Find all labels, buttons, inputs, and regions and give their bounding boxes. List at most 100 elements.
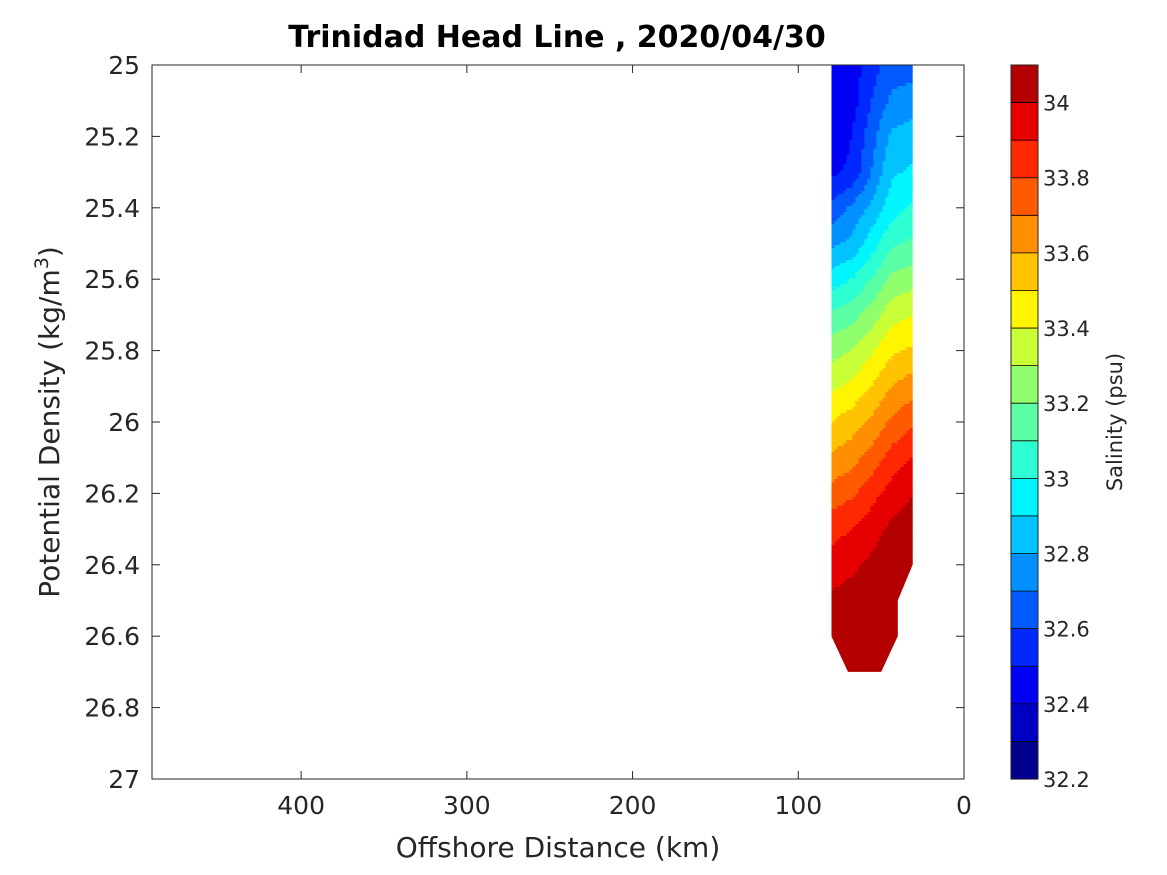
contour-cell xyxy=(879,149,883,153)
contour-cell xyxy=(906,419,910,423)
contour-cell xyxy=(864,389,868,393)
contour-cell xyxy=(864,548,868,552)
contour-cell xyxy=(900,239,904,243)
contour-cell xyxy=(849,338,853,342)
contour-cell xyxy=(912,230,913,234)
contour-cell xyxy=(843,320,847,324)
contour-cell xyxy=(846,128,850,132)
contour-cell xyxy=(876,299,880,303)
contour-cell xyxy=(885,425,889,429)
contour-cell xyxy=(855,548,859,552)
contour-cell xyxy=(861,497,865,501)
contour-cell xyxy=(837,407,841,411)
contour-cell xyxy=(903,473,907,477)
contour-cell xyxy=(894,500,898,504)
contour-cell xyxy=(840,464,844,468)
contour-cell xyxy=(894,533,898,537)
contour-cell xyxy=(858,533,862,537)
contour-cell xyxy=(897,284,901,288)
contour-cell xyxy=(834,257,838,261)
contour-cell xyxy=(837,191,841,195)
contour-cell xyxy=(876,182,880,186)
contour-cell xyxy=(876,131,880,135)
contour-cell xyxy=(843,476,847,480)
contour-cell xyxy=(846,362,850,366)
contour-cell xyxy=(858,68,862,72)
contour-cell xyxy=(867,170,871,174)
contour-cell xyxy=(861,158,865,162)
contour-cell xyxy=(843,230,847,234)
contour-cell xyxy=(843,146,847,150)
contour-cell xyxy=(834,266,838,270)
contour-cell xyxy=(831,230,835,234)
contour-cell xyxy=(888,365,892,369)
contour-cell xyxy=(888,215,892,219)
contour-cell xyxy=(888,131,892,135)
contour-cell xyxy=(879,482,883,486)
contour-cell xyxy=(882,482,886,486)
contour-cell xyxy=(900,305,904,309)
contour-cell xyxy=(840,572,844,576)
contour-cell xyxy=(867,494,871,498)
contour-cell xyxy=(843,233,847,237)
contour-cell xyxy=(837,152,841,156)
contour-cell xyxy=(840,494,844,498)
contour-cell xyxy=(858,197,862,201)
contour-cell xyxy=(831,299,835,303)
contour-cell xyxy=(852,176,856,180)
contour-cell xyxy=(840,404,844,408)
contour-cell xyxy=(840,188,844,192)
contour-cell xyxy=(855,566,859,570)
contour-cell xyxy=(864,125,868,129)
contour-cell xyxy=(888,68,892,72)
contour-cell xyxy=(831,158,835,162)
contour-cell xyxy=(840,266,844,270)
contour-cell xyxy=(891,557,895,561)
contour-cell xyxy=(906,290,910,294)
contour-cell xyxy=(861,254,865,258)
contour-cell xyxy=(849,215,853,219)
contour-cell xyxy=(882,383,886,387)
contour-cell xyxy=(891,398,895,402)
contour-cell xyxy=(858,272,862,276)
contour-cell xyxy=(903,422,907,426)
contour-cell xyxy=(870,476,874,480)
contour-cell xyxy=(837,434,841,438)
contour-cell xyxy=(873,497,877,501)
contour-cell xyxy=(846,476,850,480)
contour-cell xyxy=(855,449,859,453)
contour-cell xyxy=(891,305,895,309)
contour-cell xyxy=(894,152,898,156)
contour-cell xyxy=(903,377,907,381)
contour-cell xyxy=(870,170,874,174)
contour-cell xyxy=(873,101,877,105)
contour-cell xyxy=(912,371,913,375)
contour-cell xyxy=(867,347,871,351)
contour-cell xyxy=(903,362,907,366)
contour-cell xyxy=(840,575,844,579)
contour-cell xyxy=(906,275,910,279)
contour-cell xyxy=(885,419,889,423)
contour-cell xyxy=(885,290,889,294)
contour-cell xyxy=(834,122,838,126)
contour-cell xyxy=(894,218,898,222)
contour-cell xyxy=(903,323,907,327)
contour-cell xyxy=(837,344,841,348)
contour-cell xyxy=(912,536,913,540)
contour-cell xyxy=(837,224,841,228)
contour-cell xyxy=(834,524,838,528)
contour-cell xyxy=(867,185,871,189)
contour-cell xyxy=(855,260,859,264)
contour-cell xyxy=(891,584,895,588)
contour-cell xyxy=(891,98,895,102)
contour-cell xyxy=(843,410,847,414)
contour-cell xyxy=(870,95,874,99)
contour-cell xyxy=(870,299,874,303)
contour-cell xyxy=(855,116,859,120)
contour-cell xyxy=(900,191,904,195)
contour-cell xyxy=(849,446,853,450)
contour-cell xyxy=(873,494,877,498)
contour-cell xyxy=(834,179,838,183)
contour-cell xyxy=(846,89,850,93)
contour-cell xyxy=(867,236,871,240)
